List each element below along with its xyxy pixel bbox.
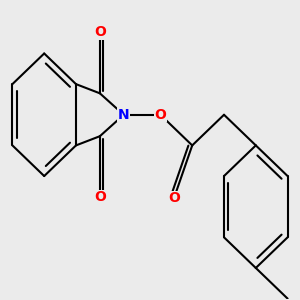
Text: O: O <box>94 190 106 205</box>
Text: N: N <box>118 108 130 122</box>
Text: O: O <box>94 25 106 39</box>
Text: O: O <box>154 108 166 122</box>
Text: O: O <box>168 191 180 206</box>
